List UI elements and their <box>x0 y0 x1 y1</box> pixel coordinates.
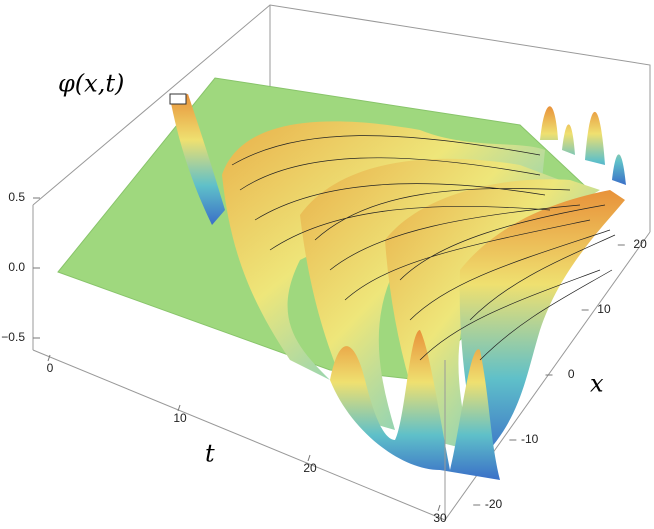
t-tick <box>437 504 441 512</box>
t-axis-title: t <box>205 440 215 468</box>
z-tick-label: 0.5 <box>8 190 25 204</box>
z-tick-label: 0.0 <box>8 260 25 274</box>
t-tick-label: 0 <box>47 361 54 375</box>
x-tick-label: 10 <box>597 302 611 316</box>
surface <box>169 93 626 480</box>
t-tick <box>307 454 311 462</box>
t-tick-label: 10 <box>173 411 187 425</box>
t-tick-label: 20 <box>303 461 317 475</box>
x-tick-label: 0 <box>568 367 575 381</box>
t-tick <box>47 354 51 362</box>
x-tick-label: -10 <box>521 432 539 446</box>
t-tick-label: 30 <box>433 511 447 525</box>
x-axis-title: x <box>590 370 604 398</box>
z-axis-title: φ(x,t) <box>58 70 124 98</box>
x-tick-label: -20 <box>485 497 503 511</box>
t-tick <box>177 404 181 412</box>
x-tick-label: 20 <box>633 237 647 251</box>
z-tick-label: −0.5 <box>1 330 25 344</box>
